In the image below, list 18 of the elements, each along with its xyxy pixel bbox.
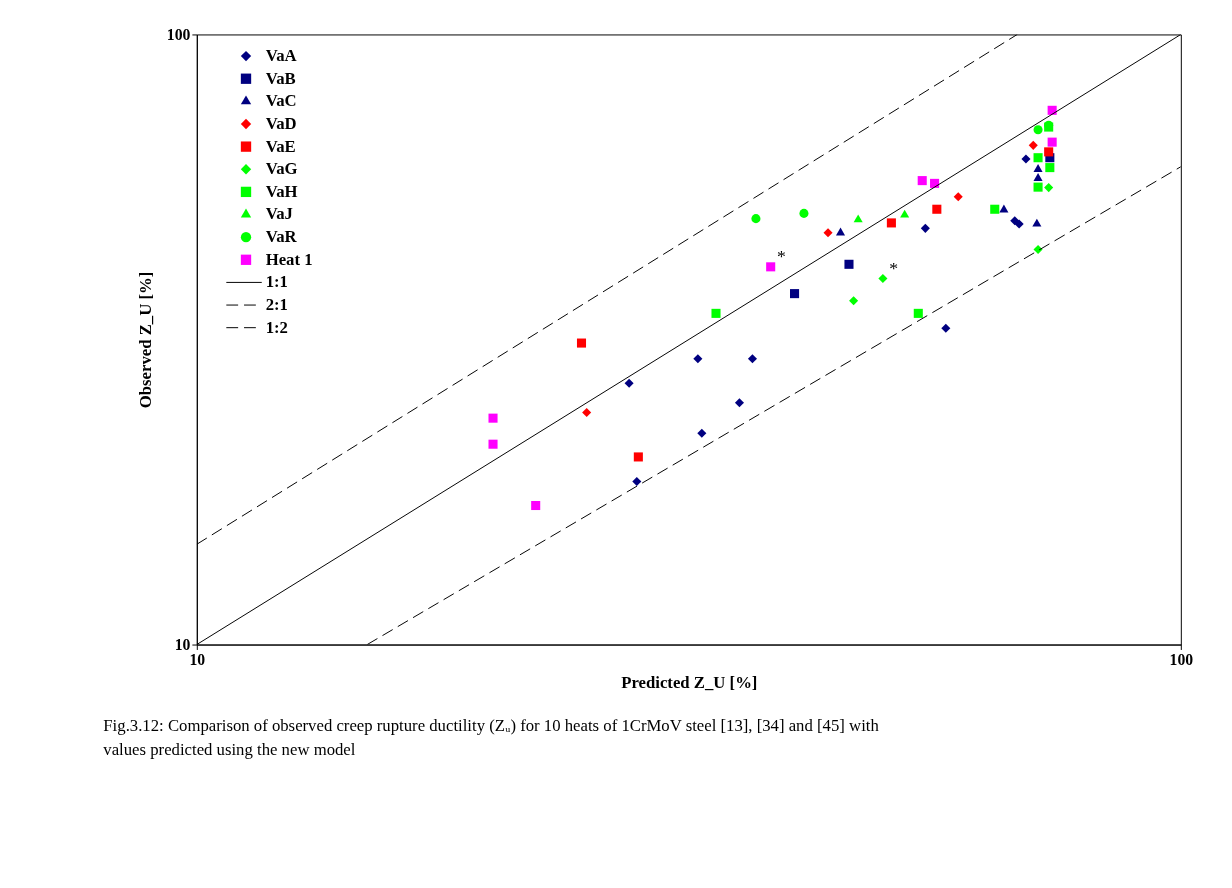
legend-label: VaG xyxy=(265,159,298,179)
caption: Fig.3.12: Comparison of observed creep rupture ductility (Zᵤ) for 10 heats of 1CrMoV steel [13], [34] and [45] with values predicted using the new model xyxy=(103,716,880,759)
legend-label: VaE xyxy=(265,136,296,156)
legend-label: VaR xyxy=(265,227,298,247)
legend-label: 2:1 xyxy=(265,294,288,314)
legend-label: VaB xyxy=(265,68,296,88)
legend-label: 1:1 xyxy=(265,272,288,292)
legend-label: VaH xyxy=(265,181,298,201)
legend-label: 1:2 xyxy=(265,317,288,337)
legend-label: VaD xyxy=(265,113,297,133)
legend-label: VaA xyxy=(265,46,297,66)
annotation: * xyxy=(889,257,899,278)
legend-label: VaJ xyxy=(265,204,293,224)
y-axis-title: Observed Z_U [%] xyxy=(136,271,156,409)
legend-label: VaC xyxy=(265,91,297,111)
x-axis-title: Predicted Z_U [%] xyxy=(621,673,758,693)
annotation: * xyxy=(777,245,786,266)
legend-label: Heat 1 xyxy=(265,249,313,269)
